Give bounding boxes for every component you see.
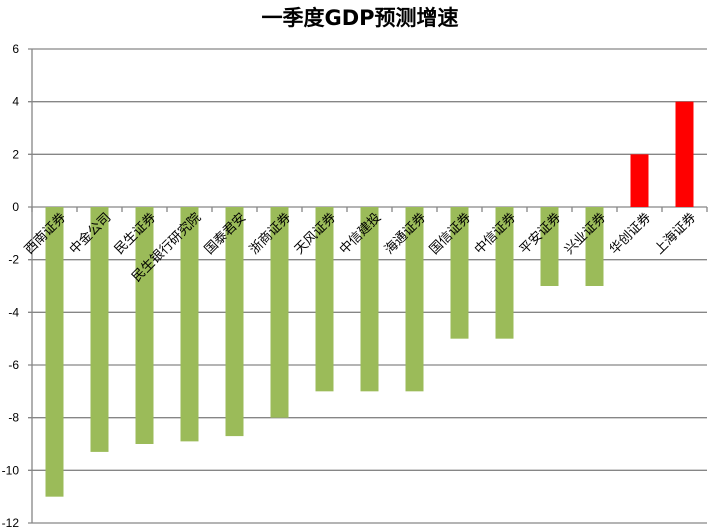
bar <box>45 207 64 497</box>
bar <box>405 207 424 392</box>
y-tick-label: 2 <box>12 147 19 161</box>
bar <box>585 207 604 286</box>
bar <box>180 207 199 442</box>
bar <box>270 207 289 418</box>
chart-title: 一季度GDP预测增速 <box>261 6 458 30</box>
y-tick-label: -4 <box>8 305 19 319</box>
y-tick-label: -10 <box>2 463 20 477</box>
bar <box>315 207 334 392</box>
category-label: 上海证券 <box>651 210 699 258</box>
bar <box>90 207 109 452</box>
bar <box>675 101 694 207</box>
y-tick-label: -6 <box>8 358 19 372</box>
y-tick-label: -8 <box>8 411 19 425</box>
y-tick-label: 0 <box>12 200 19 214</box>
bar <box>360 207 379 392</box>
bar <box>495 207 514 339</box>
bar <box>540 207 559 286</box>
category-label: 华创证券 <box>606 210 654 258</box>
bar <box>450 207 469 339</box>
y-tick-label: 4 <box>12 95 19 109</box>
y-tick-label: -2 <box>8 253 19 267</box>
bar <box>225 207 244 437</box>
y-tick-label: -12 <box>2 516 20 530</box>
bar <box>135 207 154 444</box>
bar <box>630 154 649 207</box>
y-tick-label: 6 <box>12 42 19 56</box>
